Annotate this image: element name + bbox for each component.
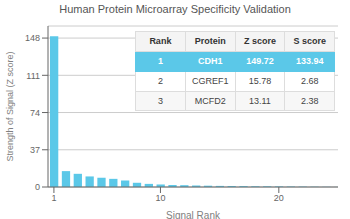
html-text:2: 2 [157,76,163,87]
html-text:2.38: 2.38 [300,96,319,106]
html-text:S score: S score [293,36,326,47]
html-text:Protein: Protein [194,36,226,47]
svg-text:74: 74 [30,108,40,118]
svg-text:0: 0 [35,182,40,192]
svg-text:20: 20 [274,193,284,203]
svg-text:148: 148 [25,33,40,43]
html-text:CGREF1: CGREF1 [191,76,229,87]
svg-text:37: 37 [30,145,40,155]
html-text:MCFD2: MCFD2 [194,96,226,106]
html-text:2.68: 2.68 [300,76,319,87]
html-text:133.94: 133.94 [295,56,324,67]
html-text:CDH1: CDH1 [197,56,223,67]
svg-text:Signal Rank: Signal Rank [166,210,221,219]
svg-text:Strength of Signal (Z score): Strength of Signal (Z score) [8,51,15,161]
html-text:13.11: 13.11 [249,96,271,106]
svg-text:1: 1 [51,193,56,203]
svg-text:10: 10 [155,193,165,203]
html-text:15.78: 15.78 [248,76,272,87]
html-text:Z score: Z score [243,36,276,47]
html-text:Rank: Rank [149,36,172,47]
html-text:3: 3 [157,96,163,106]
svg-text:111: 111 [26,71,40,81]
html-text:Human Protein Microarray Speci: Human Protein Microarray Specificity Val… [59,3,291,15]
html-text:1: 1 [157,56,163,67]
html-text:149.72: 149.72 [246,56,274,67]
